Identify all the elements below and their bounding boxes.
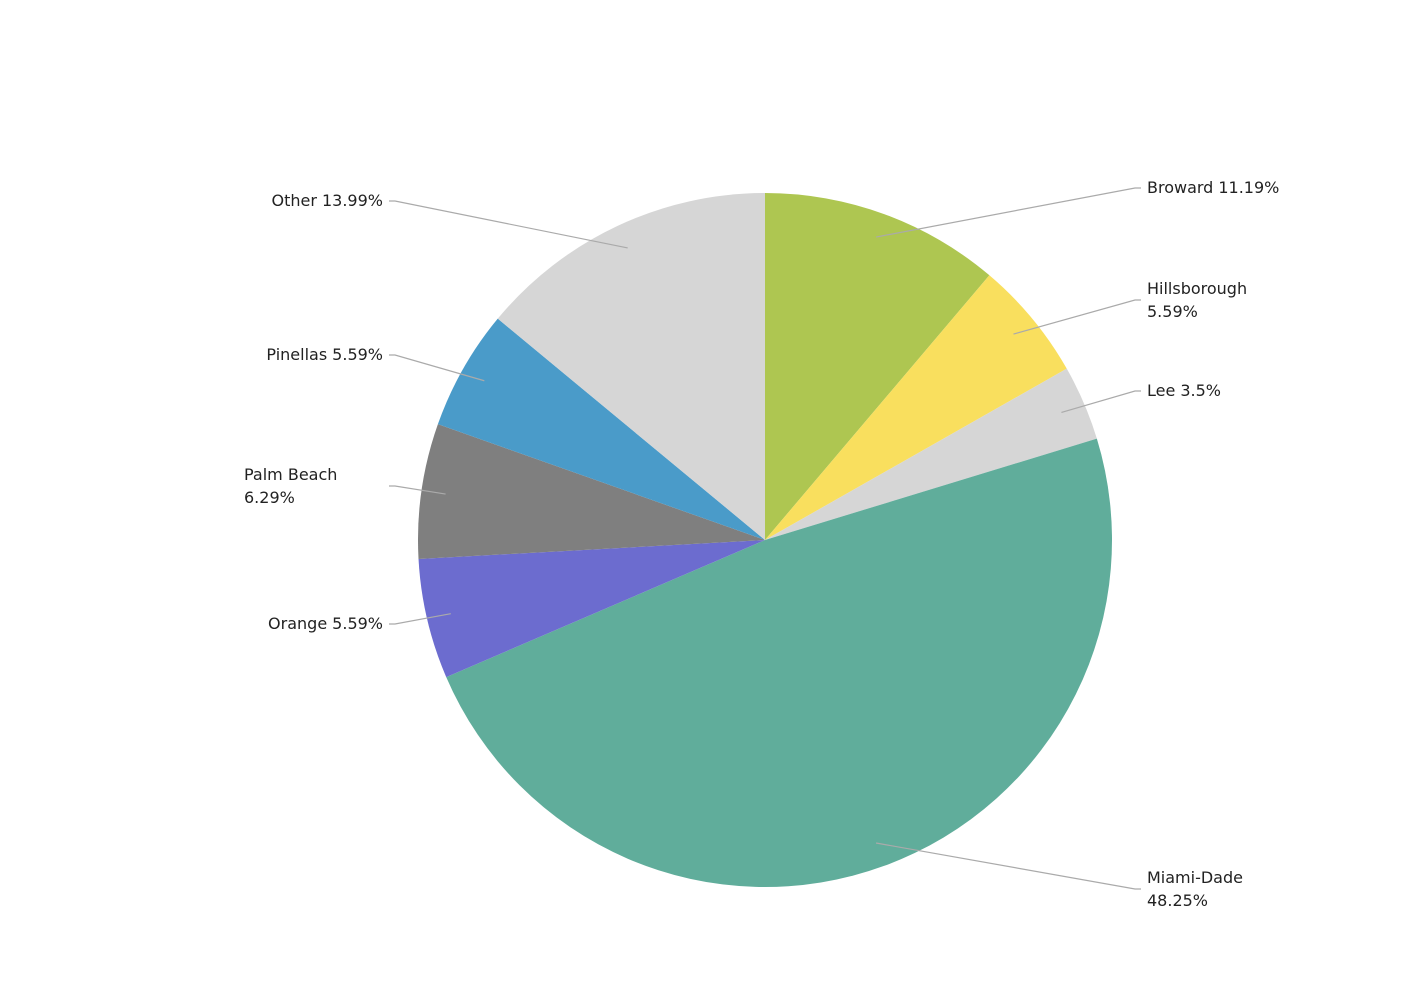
- slice-name: Miami-Dade: [1147, 868, 1243, 887]
- slice-name: Broward: [1147, 178, 1213, 197]
- leader-line: [389, 200, 628, 249]
- slice-name: Orange: [268, 614, 327, 633]
- slice-value: 13.99%: [322, 191, 383, 210]
- leader-line: [389, 613, 451, 625]
- slice-label: Broward 11.19%: [1147, 178, 1279, 197]
- pie-slice: [418, 540, 765, 678]
- slice-name: Lee: [1147, 381, 1175, 400]
- slice-name: Palm Beach: [244, 465, 337, 484]
- slice-label: Hillsborough 5.59%: [1147, 279, 1247, 321]
- slice-value: 6.29%: [244, 488, 295, 507]
- leader-line: [389, 354, 485, 382]
- pie-slice: [437, 318, 765, 540]
- slice-label: Orange 5.59%: [268, 614, 383, 633]
- pie-slice: [446, 438, 1113, 888]
- slice-label: Palm Beach 6.29%: [244, 465, 337, 507]
- slice-label: Pinellas 5.59%: [266, 345, 383, 364]
- pie-slice: [418, 424, 765, 560]
- pie-slice: [497, 193, 765, 540]
- pie-slice: [765, 275, 1067, 540]
- pie-slice: [765, 368, 1097, 540]
- leader-line: [1013, 299, 1141, 335]
- slice-label: Lee 3.5%: [1147, 381, 1221, 400]
- slice-value: 48.25%: [1147, 891, 1208, 910]
- slice-value: 5.59%: [332, 345, 383, 364]
- leader-line: [1061, 390, 1141, 414]
- slice-value: 3.5%: [1180, 381, 1221, 400]
- slice-value: 5.59%: [1147, 302, 1198, 321]
- pie-slice: [765, 193, 990, 540]
- slice-label: Miami-Dade 48.25%: [1147, 868, 1243, 910]
- slice-label: Other 13.99%: [272, 191, 383, 210]
- slice-name: Hillsborough: [1147, 279, 1247, 298]
- slice-value: 11.19%: [1218, 178, 1279, 197]
- slice-name: Pinellas: [266, 345, 327, 364]
- slice-name: Other: [272, 191, 318, 210]
- leader-line: [875, 842, 1141, 890]
- leader-line: [876, 187, 1141, 238]
- leader-line: [389, 485, 446, 495]
- slice-value: 5.59%: [332, 614, 383, 633]
